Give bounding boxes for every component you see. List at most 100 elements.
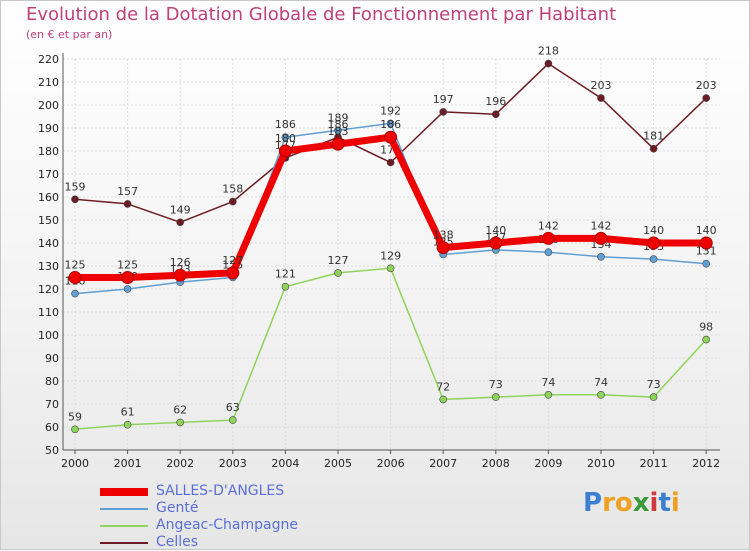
logo-letter: i: [670, 488, 680, 518]
legend-label-angeac-champagne: Angeac-Champagne: [156, 517, 298, 533]
legend-label-gente: Genté: [156, 500, 199, 516]
data-label-angeac-champagne: 127: [328, 254, 349, 267]
data-label-angeac-champagne: 74: [594, 376, 608, 389]
y-tick-label: 200: [38, 99, 59, 112]
x-tick-label: 2010: [587, 457, 615, 470]
series-point-salles-d-angles: [647, 236, 661, 250]
x-tick-label: 2000: [61, 457, 89, 470]
x-tick-label: 2005: [324, 457, 352, 470]
series-point-celles: [544, 59, 553, 68]
x-tick-label: 2001: [114, 457, 142, 470]
y-tick-label: 180: [38, 145, 59, 158]
data-label-celles: 159: [65, 180, 86, 193]
y-tick-label: 50: [45, 444, 59, 457]
data-label-celles: 203: [591, 79, 612, 92]
series-point-salles-d-angles: [173, 268, 187, 282]
logo-letter: r: [602, 488, 615, 518]
data-label-gent: 131: [696, 245, 717, 258]
data-label-salles-d-angles: 142: [591, 219, 612, 232]
data-label-angeac-champagne: 98: [699, 321, 713, 334]
data-label-celles: 157: [117, 185, 138, 198]
y-tick-label: 170: [38, 168, 59, 181]
y-tick-label: 220: [38, 53, 59, 66]
x-tick-label: 2006: [377, 457, 405, 470]
series-point-angeac-champagne: [439, 395, 448, 404]
series-point-gent: [334, 126, 342, 135]
series-point-angeac-champagne: [597, 390, 605, 399]
series-point-gent: [281, 133, 290, 141]
data-label-celles: 196: [485, 95, 506, 108]
series-point-celles: [123, 200, 132, 208]
y-tick-label: 120: [38, 283, 59, 296]
data-label-angeac-champagne: 129: [380, 249, 401, 262]
series-point-salles-d-angles: [226, 266, 240, 280]
data-label-angeac-champagne: 59: [68, 410, 82, 423]
logo-letter: o: [614, 488, 633, 518]
series-point-angeac-champagne: [544, 390, 553, 399]
data-label-salles-d-angles: 126: [170, 256, 191, 269]
y-tick-label: 100: [38, 329, 59, 342]
series-point-gent: [71, 289, 79, 298]
series-point-gent: [123, 285, 132, 293]
x-tick-label: 2003: [219, 457, 247, 470]
series-point-salles-d-angles: [489, 236, 503, 250]
x-tick-label: 2007: [429, 457, 457, 470]
series-point-angeac-champagne: [229, 416, 237, 424]
series-point-salles-d-angles: [384, 130, 398, 144]
data-label-salles-d-angles: 186: [380, 118, 401, 131]
x-tick-label: 2012: [692, 457, 720, 470]
data-label-angeac-champagne: 72: [436, 380, 450, 393]
series-point-angeac-champagne: [386, 264, 395, 273]
series-point-angeac-champagne: [176, 418, 184, 427]
chart-title: Evolution de la Dotation Globale de Fonc…: [26, 4, 617, 25]
data-label-celles: 218: [538, 45, 559, 58]
legend-swatch-gente: [100, 508, 148, 510]
proxiti-logo: Proxiti: [583, 488, 680, 518]
data-label-salles-d-angles: 140: [643, 224, 664, 237]
series-point-gent: [386, 119, 395, 128]
series-point-angeac-champagne: [491, 393, 500, 401]
y-tick-label: 130: [38, 260, 59, 273]
series-point-salles-d-angles: [278, 144, 292, 158]
series-point-celles: [597, 94, 605, 102]
data-label-salles-d-angles: 125: [117, 259, 138, 272]
series-point-angeac-champagne: [334, 269, 342, 277]
data-label-salles-d-angles: 127: [222, 254, 243, 267]
data-label-salles-d-angles: 140: [485, 224, 506, 237]
x-tick-label: 2004: [271, 457, 299, 470]
data-label-celles: 203: [696, 79, 717, 92]
y-tick-label: 90: [45, 352, 59, 365]
series-point-salles-d-angles: [541, 231, 555, 245]
data-label-salles-d-angles: 140: [696, 224, 717, 237]
y-tick-label: 210: [38, 76, 59, 89]
series-point-celles: [491, 110, 500, 118]
y-tick-label: 160: [38, 191, 59, 204]
series-point-angeac-champagne: [123, 420, 132, 429]
series-point-salles-d-angles: [121, 271, 135, 284]
y-tick-label: 150: [38, 214, 59, 227]
y-tick-label: 70: [45, 398, 59, 411]
data-label-angeac-champagne: 73: [647, 378, 661, 391]
x-tick-label: 2011: [640, 457, 668, 470]
data-label-celles: 186: [328, 118, 349, 131]
data-label-celles: 181: [643, 130, 664, 143]
series-point-celles: [176, 218, 184, 227]
y-tick-label: 110: [38, 306, 59, 319]
data-label-celles: 197: [433, 93, 454, 106]
legend-label-salles-d-angles: SALLES-D'ANGLES: [156, 483, 285, 499]
logo-letter: P: [583, 488, 603, 518]
data-label-angeac-champagne: 121: [275, 268, 296, 281]
series-point-celles: [702, 94, 711, 102]
series-point-salles-d-angles: [594, 231, 608, 245]
data-label-salles-d-angles: 180: [275, 132, 296, 145]
series-point-celles: [229, 197, 237, 206]
series-point-salles-d-angles: [68, 271, 82, 284]
series-point-gent: [702, 259, 711, 268]
series-point-angeac-champagne: [702, 335, 711, 344]
data-label-salles-d-angles: 138: [433, 229, 454, 242]
series-point-celles: [439, 108, 448, 116]
legend-swatch-angeac-champagne: [100, 525, 148, 527]
series-point-angeac-champagne: [649, 393, 658, 401]
series-point-gent: [544, 248, 553, 256]
